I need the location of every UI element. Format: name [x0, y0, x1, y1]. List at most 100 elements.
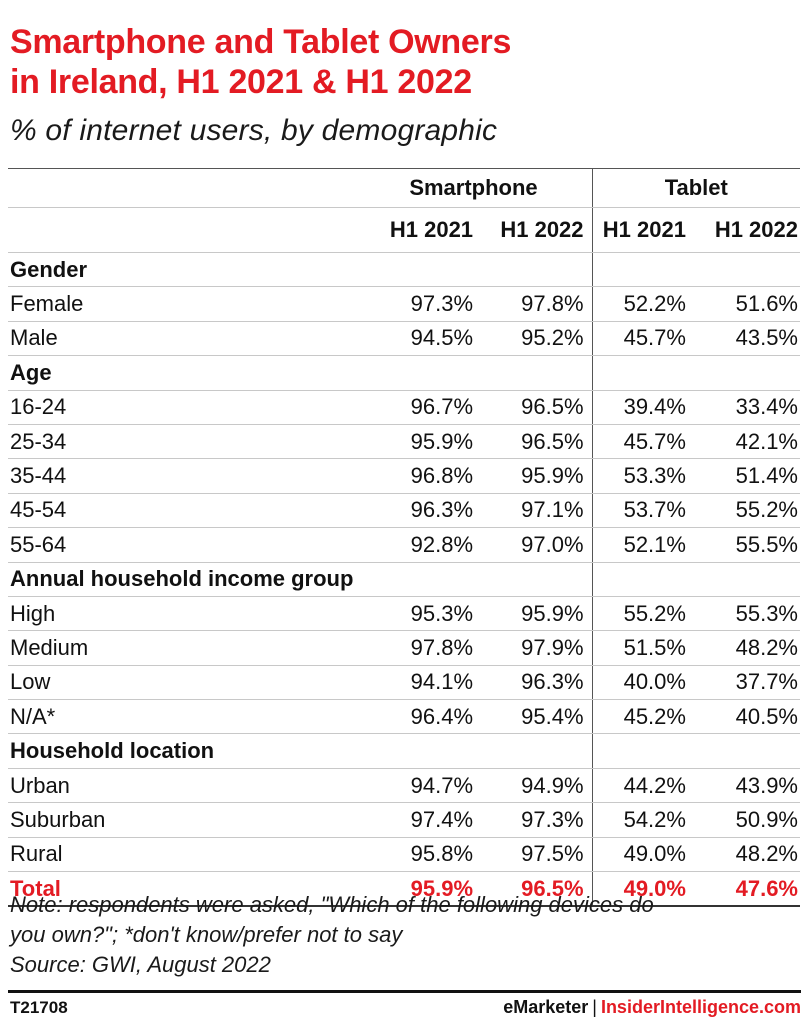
note-line-1: Note: respondents were asked, "Which of …: [10, 892, 654, 917]
row-label: 55-64: [8, 527, 356, 563]
chart-code: T21708: [10, 998, 68, 1017]
row-label: 25-34: [8, 424, 356, 460]
value-cell: 97.3%: [481, 802, 593, 838]
value-cell: 97.9%: [481, 630, 593, 666]
column-header: H1 2022: [481, 207, 593, 253]
row-label: 35-44: [8, 458, 356, 494]
brand-footer: eMarketer | InsiderIntelligence.com: [503, 997, 801, 1018]
section-label: Age: [8, 355, 356, 391]
value-cell: 49.0%: [591, 837, 694, 873]
value-cell: 96.5%: [481, 424, 593, 460]
empty-cell: [693, 562, 800, 597]
value-cell: 48.2%: [693, 630, 800, 666]
value-cell: 43.9%: [693, 768, 800, 804]
chart-title-line-2: in Ireland, H1 2021 & H1 2022: [10, 63, 472, 101]
value-cell: 94.9%: [481, 768, 593, 804]
chart-note: Note: respondents were asked, "Which of …: [10, 890, 800, 980]
chart-title: Smartphone and Tablet Owners in Ireland,…: [10, 22, 511, 102]
value-cell: 43.5%: [693, 321, 800, 357]
value-cell: 55.5%: [693, 527, 800, 563]
value-cell: 95.4%: [481, 699, 593, 735]
value-cell: 52.2%: [591, 286, 694, 322]
table-row: Suburban 97.4% 97.3% 54.2% 50.9%: [8, 802, 800, 838]
value-cell: 55.2%: [693, 493, 800, 529]
row-label: Suburban: [8, 802, 356, 838]
value-cell: 44.2%: [591, 768, 694, 804]
empty-cell: [693, 252, 800, 288]
value-cell: 51.6%: [693, 286, 800, 322]
table-row: 35-44 96.8% 95.9% 53.3% 51.4%: [8, 458, 800, 494]
brand-emarketer: eMarketer: [503, 997, 589, 1017]
value-cell: 92.8%: [355, 527, 482, 563]
value-cell: 51.4%: [693, 458, 800, 494]
value-cell: 55.2%: [591, 596, 694, 632]
value-cell: 45.2%: [591, 699, 694, 735]
chart-subtitle: % of internet users, by demographic: [10, 114, 498, 147]
column-header: H1 2021: [591, 207, 694, 253]
column-header: H1 2021: [355, 207, 482, 253]
row-label: High: [8, 596, 356, 632]
value-cell: 97.4%: [355, 802, 482, 838]
table-row: 45-54 96.3% 97.1% 53.7% 55.2%: [8, 493, 800, 529]
empty-cell: [481, 252, 593, 288]
section-row: Household location: [8, 733, 800, 769]
value-cell: 97.1%: [481, 493, 593, 529]
row-label: Urban: [8, 768, 356, 804]
empty-cell: [481, 733, 593, 769]
value-cell: 42.1%: [693, 424, 800, 460]
value-cell: 95.2%: [481, 321, 593, 357]
row-label: Low: [8, 665, 356, 701]
source-line: Source: GWI, August 2022: [10, 952, 271, 977]
table-row: Male 94.5% 95.2% 45.7% 43.5%: [8, 321, 800, 357]
empty-cell: [693, 733, 800, 769]
value-cell: 33.4%: [693, 390, 800, 425]
value-cell: 53.7%: [591, 493, 694, 529]
value-cell: 95.9%: [355, 424, 482, 460]
empty-cell: [693, 355, 800, 391]
value-cell: 45.7%: [591, 424, 694, 460]
footer-divider: [8, 990, 801, 993]
table-row: Urban 94.7% 94.9% 44.2% 43.9%: [8, 768, 800, 804]
value-cell: 96.7%: [355, 390, 482, 425]
row-label: 16-24: [8, 390, 356, 425]
value-cell: 96.8%: [355, 458, 482, 494]
table-row: 16-24 96.7% 96.5% 39.4% 33.4%: [8, 390, 800, 425]
column-header: H1 2022: [693, 207, 800, 253]
group-header-tablet: Tablet: [591, 168, 800, 208]
value-cell: 45.7%: [591, 321, 694, 357]
value-cell: 95.9%: [355, 871, 482, 908]
row-label: Total: [8, 871, 356, 908]
section-label: Household location: [8, 733, 356, 769]
value-cell: 48.2%: [693, 837, 800, 873]
value-cell: 96.4%: [355, 699, 482, 735]
value-cell: 95.9%: [481, 458, 593, 494]
chart-title-line-1: Smartphone and Tablet Owners: [10, 23, 512, 61]
table-row: 25-34 95.9% 96.5% 45.7% 42.1%: [8, 424, 800, 460]
group-header-smartphone: Smartphone: [355, 168, 593, 208]
section-label: Annual household income group: [8, 562, 356, 597]
value-cell: 53.3%: [591, 458, 694, 494]
table-row: High 95.3% 95.9% 55.2% 55.3%: [8, 596, 800, 632]
value-cell: 95.3%: [355, 596, 482, 632]
table-row: N/A* 96.4% 95.4% 45.2% 40.5%: [8, 699, 800, 735]
value-cell: 96.5%: [481, 390, 593, 425]
empty-cell: [591, 355, 694, 391]
row-label-header: [8, 168, 356, 208]
empty-cell: [355, 252, 482, 288]
section-row: Annual household income group: [8, 562, 800, 597]
empty-cell: [591, 252, 694, 288]
value-cell: 47.6%: [693, 871, 800, 908]
note-line-2: you own?"; *don't know/prefer not to say: [10, 922, 403, 947]
table-row: Low 94.1% 96.3% 40.0% 37.7%: [8, 665, 800, 701]
value-cell: 97.8%: [481, 286, 593, 322]
value-cell: 49.0%: [591, 871, 694, 908]
value-cell: 95.9%: [481, 596, 593, 632]
value-cell: 54.2%: [591, 802, 694, 838]
row-label: N/A*: [8, 699, 356, 735]
table-row: Medium 97.8% 97.9% 51.5% 48.2%: [8, 630, 800, 666]
empty-cell: [355, 355, 482, 391]
value-cell: 97.3%: [355, 286, 482, 322]
value-cell: 96.3%: [481, 665, 593, 701]
value-cell: 40.5%: [693, 699, 800, 735]
brand-insider-intelligence[interactable]: InsiderIntelligence.com: [600, 997, 801, 1017]
